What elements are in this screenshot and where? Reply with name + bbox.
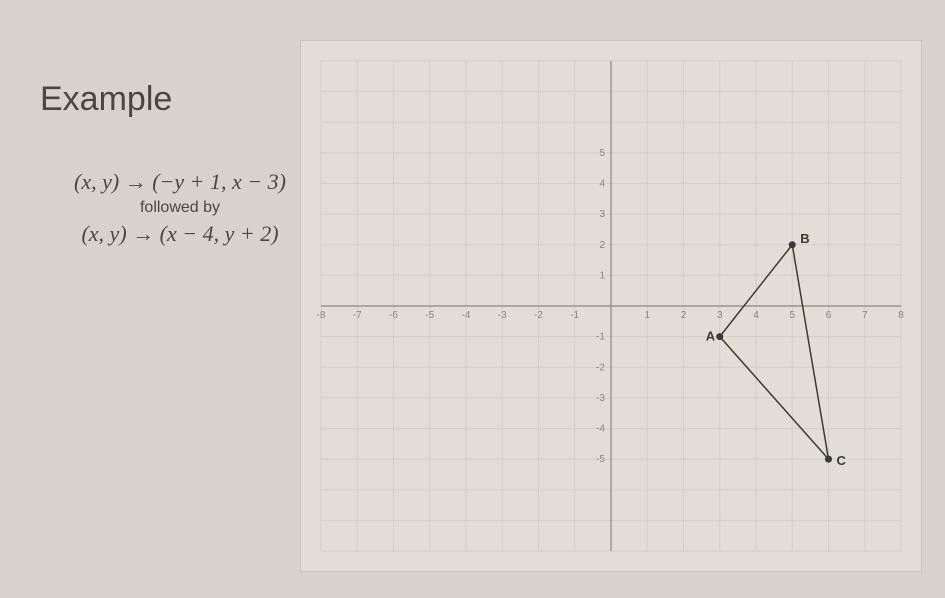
svg-text:-4: -4 [596,424,605,435]
svg-text:-5: -5 [425,310,434,321]
grid-svg: 1 2 3 4 5 6 7 8 -8 -7 -6 -5 -4 -3 -2 -1 1 2 3 4 5 -1 -2 -3 -4 -5 A… [301,41,921,571]
svg-text:-2: -2 [534,310,543,321]
svg-text:7: 7 [862,310,868,321]
svg-text:4: 4 [753,310,759,321]
text-block: Example (x, y) → (−y + 1, x − 3) followe… [40,80,320,251]
svg-text:-8: -8 [317,310,326,321]
svg-text:3: 3 [599,209,605,220]
svg-text:4: 4 [599,179,605,190]
svg-text:-5: -5 [596,454,605,465]
svg-text:6: 6 [826,310,832,321]
svg-text:1: 1 [644,310,650,321]
svg-text:-6: -6 [389,310,398,321]
svg-text:2: 2 [681,310,687,321]
formula-line-2: (x, y) → (x − 4, y + 2) [40,221,320,247]
page: Example (x, y) → (−y + 1, x − 3) followe… [0,0,945,598]
svg-text:B: B [800,231,809,246]
svg-text:A: A [706,329,716,344]
svg-text:3: 3 [717,310,723,321]
formula-line-1: (x, y) → (−y + 1, x − 3) [40,169,320,195]
svg-text:-4: -4 [462,310,471,321]
svg-text:8: 8 [898,310,904,321]
svg-text:-3: -3 [596,393,605,404]
svg-text:5: 5 [599,148,605,159]
svg-text:1: 1 [599,270,605,281]
svg-text:-3: -3 [498,310,507,321]
svg-text:C: C [837,453,847,468]
svg-text:-2: -2 [596,362,605,373]
svg-text:-7: -7 [353,310,362,321]
svg-text:-1: -1 [596,332,605,343]
svg-text:-1: -1 [570,310,579,321]
coordinate-grid: 1 2 3 4 5 6 7 8 -8 -7 -6 -5 -4 -3 -2 -1 1 2 3 4 5 -1 -2 -3 -4 -5 A… [300,40,922,572]
svg-text:2: 2 [599,240,605,251]
svg-text:5: 5 [789,310,795,321]
example-title: Example [40,80,320,119]
followed-by-label: followed by [40,199,320,217]
